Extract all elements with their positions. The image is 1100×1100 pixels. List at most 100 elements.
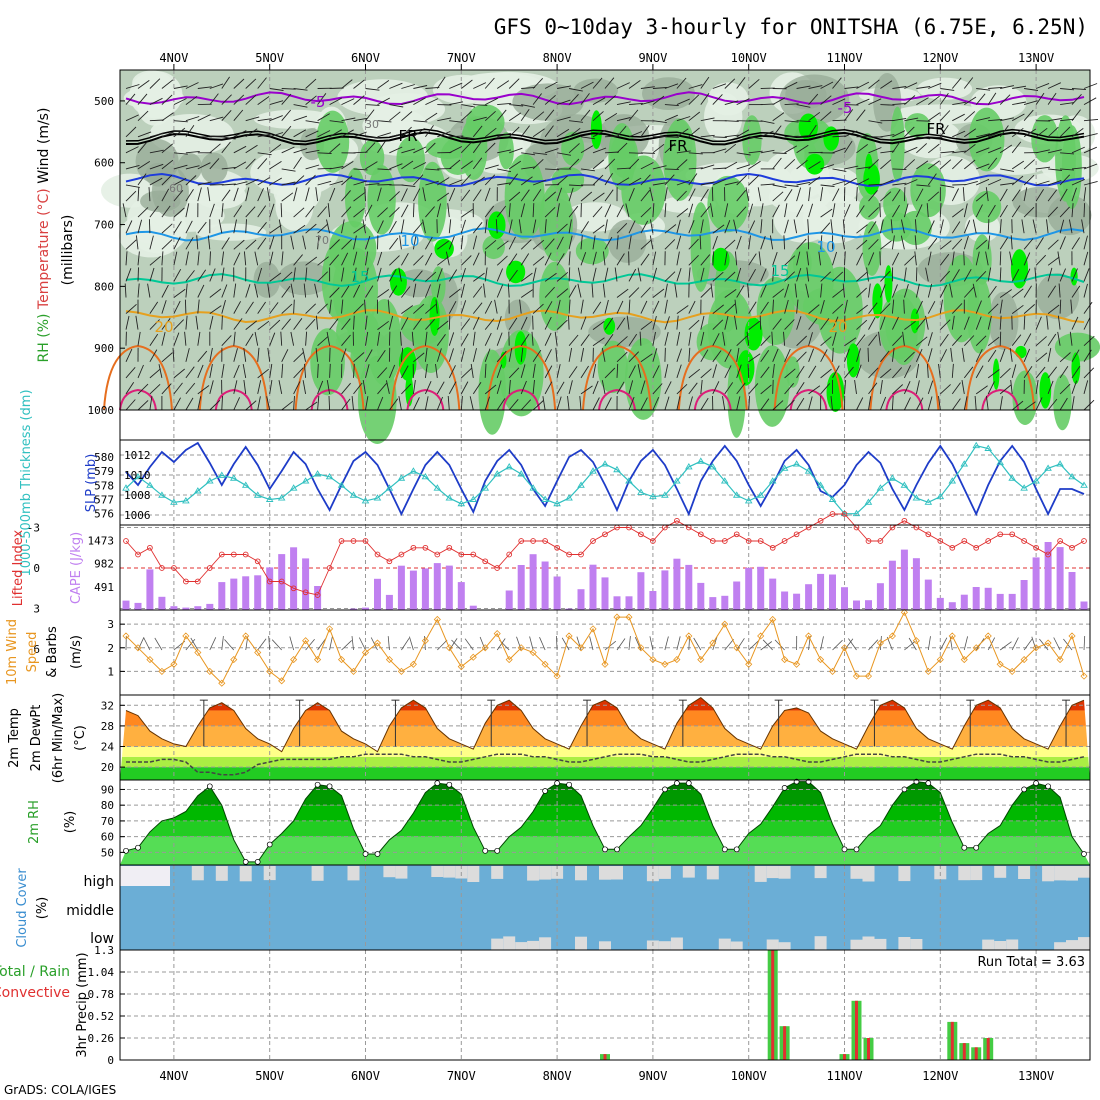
wind-barb bbox=[592, 206, 603, 218]
low-cloud-gap bbox=[730, 941, 743, 950]
wind-barb bbox=[518, 219, 522, 234]
wind-barb bbox=[1059, 236, 1066, 250]
wind-barb bbox=[784, 319, 795, 330]
wind-barb bbox=[915, 204, 923, 218]
wind-barb bbox=[437, 177, 450, 186]
wind-barb-10m bbox=[908, 637, 917, 651]
wind-barb bbox=[999, 188, 1008, 202]
wind-barb bbox=[868, 334, 878, 346]
wind-barb bbox=[963, 203, 968, 218]
wind-barb bbox=[557, 152, 571, 156]
wind-barb bbox=[868, 183, 883, 186]
wind-barb bbox=[868, 382, 878, 395]
wind-barb bbox=[448, 300, 457, 314]
wind-barb bbox=[341, 318, 351, 330]
wind-barb bbox=[915, 348, 923, 362]
wind-barb bbox=[532, 111, 545, 122]
wind-barb bbox=[436, 203, 442, 218]
wind-barb bbox=[424, 381, 432, 395]
wind-barb bbox=[401, 160, 414, 170]
wind-barb bbox=[484, 142, 496, 154]
wind-barb bbox=[412, 188, 421, 202]
wind-barb bbox=[640, 125, 650, 138]
wind-barb bbox=[1035, 189, 1044, 202]
precip-convective-bar bbox=[843, 1054, 846, 1060]
wind-barb bbox=[1059, 383, 1071, 395]
low-cloud-gap bbox=[1078, 937, 1090, 950]
cape-bar bbox=[266, 567, 274, 610]
wind-barb bbox=[496, 240, 509, 250]
wind-barb bbox=[281, 363, 284, 378]
low-cloud-gap bbox=[982, 939, 995, 950]
wind-barb bbox=[233, 187, 239, 202]
wind-barb bbox=[1023, 187, 1028, 202]
wind-barb bbox=[509, 104, 524, 107]
wind-barb bbox=[916, 188, 924, 202]
wind-barb bbox=[233, 331, 236, 346]
wind-barb bbox=[664, 239, 676, 250]
wind10m-point bbox=[601, 660, 609, 668]
low-cloud-gap bbox=[994, 941, 1007, 950]
wind-barb bbox=[879, 316, 886, 330]
wind-barb-10m bbox=[927, 636, 931, 651]
wind-barb bbox=[579, 396, 582, 411]
wind-barb-10m bbox=[556, 635, 558, 651]
wind-barb bbox=[147, 283, 151, 298]
wind-barb bbox=[963, 335, 975, 347]
wind-barb bbox=[424, 347, 428, 362]
rh2m-point bbox=[482, 847, 489, 854]
wind-barb bbox=[137, 207, 149, 218]
wind-barb bbox=[278, 219, 283, 234]
wind-barb bbox=[257, 96, 270, 105]
wind-barb bbox=[365, 251, 369, 266]
thickness-point bbox=[241, 481, 250, 488]
rh-saturated-patch bbox=[798, 113, 819, 141]
wind-barb bbox=[940, 184, 955, 188]
wind10m-point bbox=[1080, 672, 1088, 680]
wind-barb-10m bbox=[268, 635, 271, 651]
wind-barb bbox=[317, 396, 320, 411]
wind-barb bbox=[601, 380, 606, 394]
high-cloud-gap bbox=[1054, 866, 1067, 881]
wind-barb bbox=[736, 347, 740, 362]
low-cloud-gap bbox=[766, 939, 779, 950]
wind-barb bbox=[401, 100, 416, 106]
wind10m-point bbox=[936, 656, 944, 664]
wind-barb bbox=[712, 271, 724, 282]
wind-barb bbox=[125, 239, 137, 250]
wind-barb bbox=[616, 235, 619, 250]
y-axis-label: 3hr Precip (mm) bbox=[75, 952, 90, 1057]
wind-barb bbox=[544, 301, 553, 314]
lifted-index-point bbox=[602, 531, 608, 538]
wind-barb bbox=[173, 382, 183, 395]
wind-barb bbox=[233, 78, 245, 89]
wind-barb bbox=[254, 251, 259, 266]
lifted-index-point bbox=[266, 578, 273, 585]
wind10m-line bbox=[125, 611, 1085, 685]
wind-barb bbox=[652, 331, 656, 346]
wind-barb bbox=[1047, 267, 1053, 282]
wind-barb bbox=[185, 175, 197, 186]
wind-barb bbox=[1071, 178, 1085, 186]
wind-barb bbox=[556, 175, 568, 186]
wind-barb bbox=[448, 236, 455, 250]
rh-moist-patch bbox=[431, 266, 446, 305]
wind-barb bbox=[580, 235, 583, 250]
thickness-point bbox=[732, 491, 741, 498]
wind-barb bbox=[688, 94, 700, 105]
wind-barb-10m bbox=[137, 637, 145, 651]
rh2m-point bbox=[135, 844, 141, 851]
wind-barb bbox=[424, 396, 429, 411]
wind-barb bbox=[760, 268, 767, 282]
wind-barb bbox=[951, 188, 960, 202]
wind-barb bbox=[125, 251, 128, 266]
rh-dark-patch bbox=[200, 152, 228, 184]
rh-saturated-patch bbox=[711, 247, 730, 272]
wind-barb bbox=[137, 131, 152, 138]
wind10m-point bbox=[421, 637, 429, 645]
wind-barb bbox=[1010, 235, 1013, 250]
lifted-index-point bbox=[674, 517, 680, 524]
wind-barb bbox=[448, 332, 455, 346]
wind-barb bbox=[712, 235, 718, 250]
